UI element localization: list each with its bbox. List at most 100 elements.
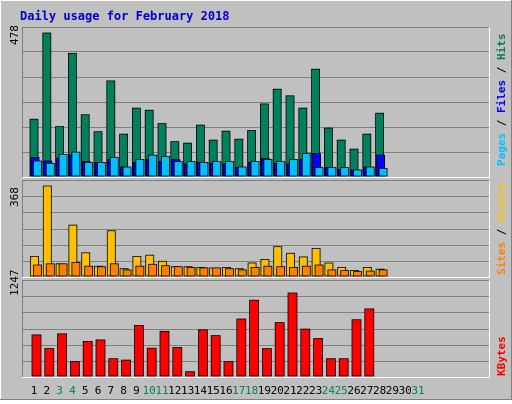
bar-kbytes-day-4 <box>70 361 80 377</box>
bar-kbytes-day-17 <box>236 318 247 377</box>
x-tick-label: 16 <box>219 384 232 397</box>
bar-sites-day-7 <box>109 263 119 277</box>
bar-sites-day-27 <box>365 270 375 277</box>
x-tick-label: 30 <box>399 384 412 397</box>
bar-sites-day-15 <box>212 267 222 277</box>
panel-hits-files-pages: 478 Pages / Files / Hits <box>8 25 508 178</box>
bar-hits-day-2 <box>42 32 52 177</box>
bar-sites-day-17 <box>237 269 247 277</box>
bar-pages-day-14 <box>199 162 209 177</box>
bar-kbytes-day-16 <box>223 361 234 377</box>
panel-visits-sites: 368 Sites / Visits <box>8 180 508 278</box>
x-tick-label: 31 <box>411 384 424 397</box>
bar-kbytes-day-8 <box>121 359 131 377</box>
bar-pages-day-19 <box>263 159 273 177</box>
bar-sites-day-1 <box>33 264 42 277</box>
x-tick-label: 18 <box>245 384 258 397</box>
x-tick-label: 5 <box>82 384 89 397</box>
bar-sites-day-8 <box>122 269 132 277</box>
bar-pages-day-22 <box>301 153 311 177</box>
bar-sites-day-16 <box>225 268 234 277</box>
y-max-label: 478 <box>8 25 21 45</box>
legend-separator: / <box>495 60 508 80</box>
bar-pages-day-18 <box>250 161 260 177</box>
x-tick-label: 3 <box>56 384 63 397</box>
legend-visits: Visits <box>495 182 508 222</box>
bar-pages-day-28 <box>378 168 388 177</box>
bar-kbytes-day-12 <box>172 347 183 377</box>
bar-pages-day-8 <box>122 166 132 177</box>
bar-kbytes-day-13 <box>185 371 196 377</box>
bar-kbytes-day-9 <box>133 325 144 377</box>
bar-pages-day-17 <box>237 166 247 177</box>
legend-kbytes: KBytes <box>495 336 508 376</box>
legend-separator: / <box>495 113 508 133</box>
bar-sites-day-25 <box>340 270 350 277</box>
bar-kbytes-day-14 <box>197 329 208 377</box>
x-tick-label: 7 <box>107 384 114 397</box>
series-legend: KBytes <box>495 336 508 376</box>
bar-sites-day-4 <box>71 262 81 277</box>
bar-sites-day-20 <box>276 266 286 277</box>
bar-pages-day-4 <box>71 151 81 177</box>
bar-kbytes-day-6 <box>95 339 106 377</box>
x-tick-label: 9 <box>133 384 140 397</box>
x-tick-label: 21 <box>283 384 296 397</box>
bar-pages-day-3 <box>58 154 68 177</box>
x-tick-label: 22 <box>296 384 309 397</box>
chart-panels: 478 Pages / Files / Hits 368 Sites / Visits… <box>8 25 508 378</box>
bar-sites-day-9 <box>135 265 145 277</box>
series-legend: Sites / Visits <box>495 182 508 275</box>
legend-separator: / <box>495 222 508 242</box>
bar-pages-day-25 <box>340 167 350 177</box>
bar-kbytes-day-15 <box>210 335 221 377</box>
x-tick-label: 19 <box>258 384 271 397</box>
bar-pages-day-6 <box>97 162 106 177</box>
x-tick-label: 13 <box>181 384 194 397</box>
bar-sites-day-2 <box>45 263 55 277</box>
bar-sites-day-3 <box>58 263 68 277</box>
bar-sites-day-18 <box>250 266 260 277</box>
x-tick-label: 4 <box>69 384 76 397</box>
bar-kbytes-day-22 <box>300 328 311 377</box>
bar-kbytes-day-7 <box>108 358 119 377</box>
bar-kbytes-day-27 <box>364 308 375 377</box>
x-tick-label: 27 <box>360 384 373 397</box>
bar-kbytes-day-26 <box>351 319 362 377</box>
legend-files: Files <box>495 80 508 113</box>
bar-sites-day-22 <box>301 265 311 277</box>
bar-pages-day-11 <box>161 156 170 177</box>
x-tick-label: 23 <box>309 384 322 397</box>
bar-sites-day-13 <box>186 266 196 277</box>
bar-sites-day-26 <box>353 271 362 277</box>
bar-sites-day-24 <box>327 269 337 277</box>
bar-pages-day-16 <box>225 161 234 177</box>
x-tick-label: 20 <box>271 384 284 397</box>
bar-kbytes-day-2 <box>44 348 55 377</box>
bar-sites-day-6 <box>97 266 106 277</box>
bar-kbytes-day-10 <box>146 347 157 377</box>
bar-kbytes-day-18 <box>249 299 260 377</box>
x-tick-label: 25 <box>335 384 348 397</box>
x-tick-label: 2 <box>43 384 50 397</box>
bar-kbytes-day-1 <box>31 334 42 377</box>
x-tick-label: 6 <box>95 384 102 397</box>
bar-kbytes-day-21 <box>287 292 298 377</box>
x-tick-label: 1 <box>31 384 38 397</box>
legend-sites: Sites <box>495 242 508 275</box>
bar-pages-day-1 <box>33 160 42 177</box>
x-tick-label: 12 <box>168 384 181 397</box>
bar-pages-day-9 <box>135 159 145 177</box>
bar-pages-day-21 <box>289 159 298 177</box>
y-max-label: 1247 <box>8 270 21 297</box>
bar-sites-day-28 <box>378 269 388 277</box>
bar-pages-day-23 <box>314 167 324 177</box>
legend-hits: Hits <box>495 34 508 61</box>
x-tick-label: 24 <box>322 384 336 397</box>
x-tick-label: 10 <box>143 384 156 397</box>
bar-pages-day-7 <box>109 157 119 177</box>
x-tick-label: 26 <box>347 384 360 397</box>
bar-pages-day-26 <box>353 169 362 177</box>
